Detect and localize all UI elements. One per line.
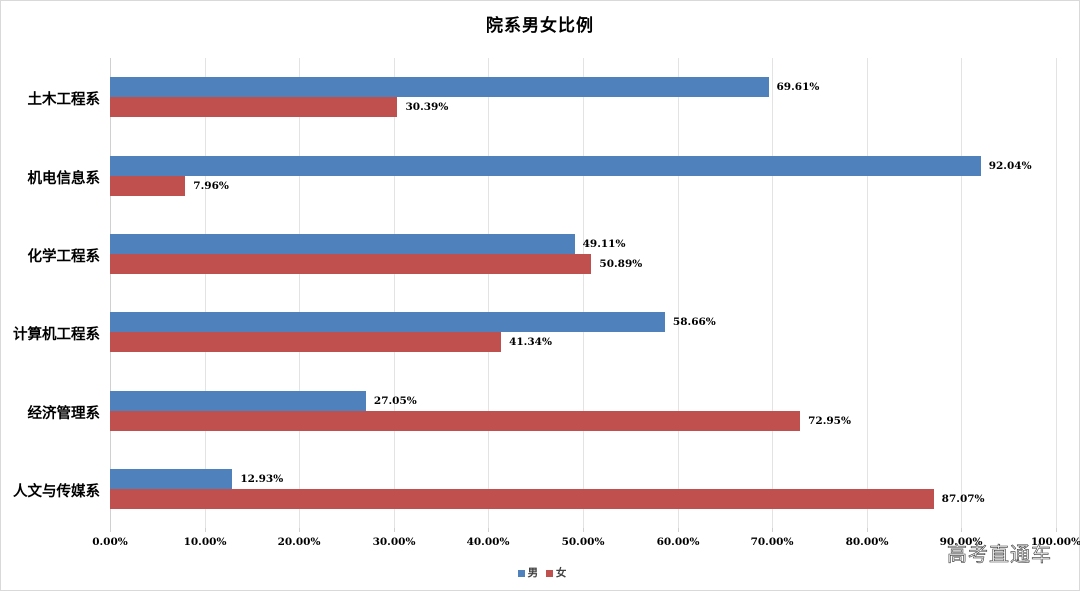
bar-male [110,312,665,333]
data-label: 12.93% [240,472,284,485]
x-tick-label: 10.00% [183,536,227,548]
data-label: 41.34% [509,336,552,349]
x-tick [772,528,773,532]
data-label: 58.66% [672,316,716,329]
x-tick-label: 100.00% [1030,536,1080,548]
category-label: 机电信息系 [27,169,101,187]
data-label: 7.96% [193,179,229,192]
gridline [961,58,962,528]
bar-female [110,97,398,118]
legend: 男 女 [0,565,1080,580]
x-tick [1056,528,1057,532]
data-label: 49.11% [582,237,626,250]
data-label: 69.61% [776,81,820,94]
x-tick-label: 60.00% [656,536,700,548]
chart-title: 院系男女比例 [486,16,594,36]
data-label: 72.95% [808,414,851,427]
x-tick-label: 20.00% [277,536,321,548]
bar-male [110,155,981,176]
x-tick [867,528,868,532]
bar-female [110,175,186,196]
plot-area: 0.00% 10.00% 20.00% 30.00% 40.00% 50.00% 60.00… [92,58,1080,548]
bar-male [110,77,769,98]
x-tick-label: 70.00% [750,536,794,548]
gridline [299,58,300,528]
x-tick-label: 80.00% [845,536,889,548]
data-label: 87.07% [941,492,985,505]
gridline [678,58,679,528]
gridline [205,58,206,528]
data-label: 50.89% [599,257,643,270]
category-label: 化学工程系 [27,247,101,265]
category-label: 人文与传媒系 [13,482,100,500]
x-tick [205,528,206,532]
x-tick-label: 90.00% [939,536,983,548]
gridline [867,58,868,528]
category-label: 土木工程系 [27,91,101,109]
data-label: 30.39% [405,101,449,114]
legend-label-female: 女 [555,567,567,579]
x-tick-label: 50.00% [561,536,605,548]
legend-swatch-female [545,569,553,577]
bar-female [110,253,592,274]
gridline [1056,58,1057,528]
watermark: 高考直通车 [947,542,1052,567]
bar-male [110,233,575,254]
gridline [583,58,584,528]
x-tick [961,528,962,532]
x-tick [110,528,111,532]
x-tick-label: 0.00% [92,536,128,548]
x-tick [394,528,395,532]
category-label: 计算机工程系 [13,326,100,344]
legend-label-male: 男 [527,567,539,579]
gridline [394,58,395,528]
x-tick [299,528,300,532]
category-label: 经济管理系 [27,404,101,422]
x-tick [583,528,584,532]
legend-swatch-male [517,569,525,577]
gridline [488,58,489,528]
x-tick [488,528,489,532]
bar-female [110,332,502,353]
x-tick [678,528,679,532]
gridline [772,58,773,528]
bar-male [110,390,366,411]
x-tick-label: 30.00% [372,536,416,548]
data-label: 27.05% [373,394,417,407]
x-tick-label: 40.00% [466,536,510,548]
data-label: 92.04% [988,159,1032,172]
bar-male [110,468,233,489]
bar-female [110,488,934,509]
y-axis-line [110,58,111,528]
bar-female [110,410,801,431]
